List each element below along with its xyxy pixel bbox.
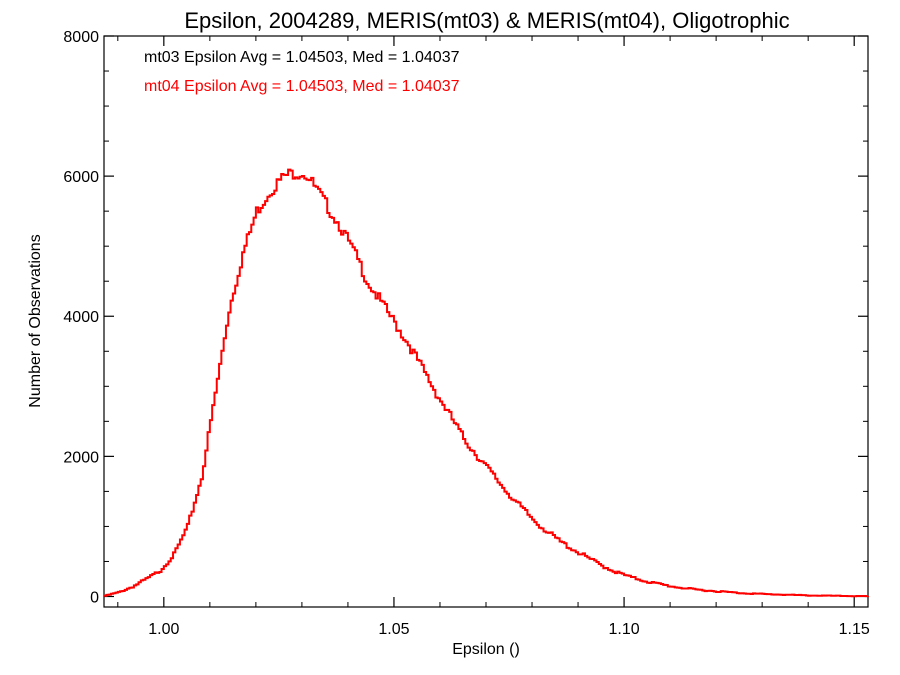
chart-title: Epsilon, 2004289, MERIS(mt03) & MERIS(mt… bbox=[184, 8, 789, 33]
x-tick-label: 1.10 bbox=[609, 621, 640, 638]
x-tick-label: 1.00 bbox=[148, 621, 179, 638]
y-axis-label: Number of Observations bbox=[27, 234, 44, 407]
axis-ticks: 1.00 1.05 1.10 1.15 0 2000 4000 6000 8000 bbox=[63, 29, 869, 638]
x-axis-label: Epsilon () bbox=[452, 641, 520, 658]
y-tick-label: 4000 bbox=[63, 309, 99, 326]
y-tick-label: 0 bbox=[90, 589, 99, 606]
y-tick-label: 8000 bbox=[63, 29, 99, 46]
y-tick-label: 2000 bbox=[63, 449, 99, 466]
plot-series bbox=[104, 168, 869, 598]
series-line bbox=[104, 168, 869, 598]
x-tick-label: 1.05 bbox=[378, 621, 409, 638]
annotation-mt04: mt04 Epsilon Avg = 1.04503, Med = 1.0403… bbox=[144, 78, 460, 95]
plot-frame bbox=[103, 35, 869, 608]
y-tick-label: 6000 bbox=[63, 169, 99, 186]
x-tick-label: 1.15 bbox=[839, 621, 870, 638]
annotation-mt03: mt03 Epsilon Avg = 1.04503, Med = 1.0403… bbox=[144, 49, 460, 66]
